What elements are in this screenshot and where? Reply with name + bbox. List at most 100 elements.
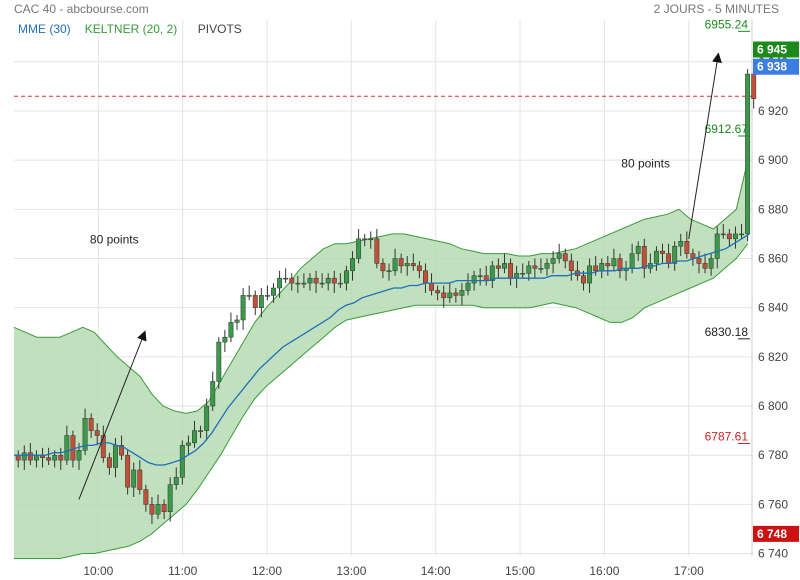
candle-body <box>374 238 380 264</box>
candle-body <box>532 265 538 269</box>
keltner-upper-line <box>13 159 749 414</box>
annotations: 80 points 80 points <box>78 52 722 500</box>
x-tick-label: 11:00 <box>168 564 197 578</box>
candle-body <box>21 452 27 461</box>
candle-body <box>271 287 276 296</box>
y-tick-label: 6 840 <box>758 301 788 315</box>
annotation-label: 80 points <box>90 233 139 247</box>
candle-body <box>198 430 204 432</box>
candle-body <box>544 263 550 269</box>
x-tick-label: 16:00 <box>589 564 619 578</box>
y-tick-label: 6 740 <box>758 547 788 561</box>
candle-body <box>520 272 526 275</box>
candle-body <box>459 290 465 296</box>
candle-body <box>100 435 106 458</box>
candle-body <box>538 268 544 270</box>
candle-body <box>526 265 532 274</box>
y-tick-label: 6 800 <box>758 399 788 413</box>
keltner-fill <box>14 160 748 559</box>
candle-body <box>149 504 155 515</box>
candle-body <box>252 295 258 308</box>
pivot-label: 6830.18 <box>705 325 749 339</box>
candle-body <box>70 435 76 461</box>
candle-body <box>258 295 264 308</box>
candle-body <box>283 277 289 280</box>
keltner-lower-line <box>14 243 749 559</box>
x-axis: 10:00 11:00 12:00 13:00 14:00 15:00 16:00 17:00 <box>83 564 704 578</box>
candle-body <box>368 238 374 241</box>
candle-body <box>733 233 738 240</box>
candle-body <box>745 73 751 235</box>
candle-body <box>192 430 197 444</box>
annotation-label: 80 points <box>621 157 670 171</box>
x-tick-label: 17:00 <box>674 564 704 578</box>
candle-body <box>714 233 720 259</box>
legend-item: PIVOTS <box>198 22 242 36</box>
chart-title: CAC 40 - abcbourse.com <box>14 2 149 16</box>
candle-body <box>46 457 52 461</box>
mme-line <box>14 233 750 466</box>
candle-body <box>508 263 514 279</box>
candle-body <box>398 258 404 267</box>
x-tick-label: 14:00 <box>421 564 451 578</box>
candle-body <box>88 418 94 431</box>
candle-body <box>453 292 459 296</box>
candle-body <box>264 295 270 297</box>
price-tag <box>753 525 799 542</box>
candle-body <box>380 263 386 272</box>
pivot-label: 6787.61 <box>705 429 749 443</box>
candle-body <box>277 277 283 289</box>
candle-body <box>404 263 410 267</box>
chart-period: 2 JOURS - 5 MINUTES <box>654 2 779 16</box>
price-tag-label: 6 748 <box>757 527 787 541</box>
candle-body <box>204 405 210 431</box>
candle-body <box>678 241 684 247</box>
candle-body <box>307 277 313 284</box>
candle-body <box>240 295 246 321</box>
legend: MME (30) KELTNER (20, 2) PIVOTS <box>18 22 242 36</box>
candle-body <box>386 270 392 273</box>
candle-body <box>161 504 167 512</box>
candle-body <box>489 265 495 281</box>
candle-body <box>581 275 586 284</box>
candle-body <box>131 469 137 488</box>
candle-body <box>222 336 228 343</box>
y-tick-label: 6 860 <box>758 251 788 265</box>
candle-body <box>726 233 732 240</box>
legend-item: MME (30) <box>18 22 71 36</box>
candle-body <box>343 270 349 284</box>
candle-body <box>94 430 100 436</box>
candle-body <box>660 250 665 254</box>
pivot-label: 6912.67 <box>705 122 749 136</box>
candle-body <box>702 263 708 269</box>
candle-body <box>64 435 70 461</box>
candle-body <box>106 457 112 468</box>
candle-body <box>125 454 131 488</box>
candle-body <box>143 489 149 505</box>
candle-body <box>325 277 331 284</box>
candle-body <box>228 322 234 338</box>
candle-body <box>15 454 21 461</box>
candle-body <box>362 238 368 241</box>
candle-body <box>599 263 605 272</box>
keltner-band <box>13 159 749 559</box>
x-tick-label: 13:00 <box>336 564 366 578</box>
ema-line <box>14 233 750 466</box>
x-tick-label: 15:00 <box>505 564 535 578</box>
candle-body <box>465 282 471 291</box>
candle-body <box>629 253 635 269</box>
candle-body <box>52 454 58 461</box>
candle-body <box>301 282 307 285</box>
candle-body <box>34 454 39 461</box>
candle-body <box>684 241 690 254</box>
candle-body <box>76 450 82 461</box>
candle-body <box>113 445 118 468</box>
candle-body <box>392 258 398 272</box>
x-tick-label: 10:00 <box>83 564 113 578</box>
candle-body <box>672 245 678 264</box>
candle-body <box>435 290 441 294</box>
candle-body <box>641 245 647 269</box>
candle-body <box>593 265 599 272</box>
arrow-1 <box>78 330 147 500</box>
